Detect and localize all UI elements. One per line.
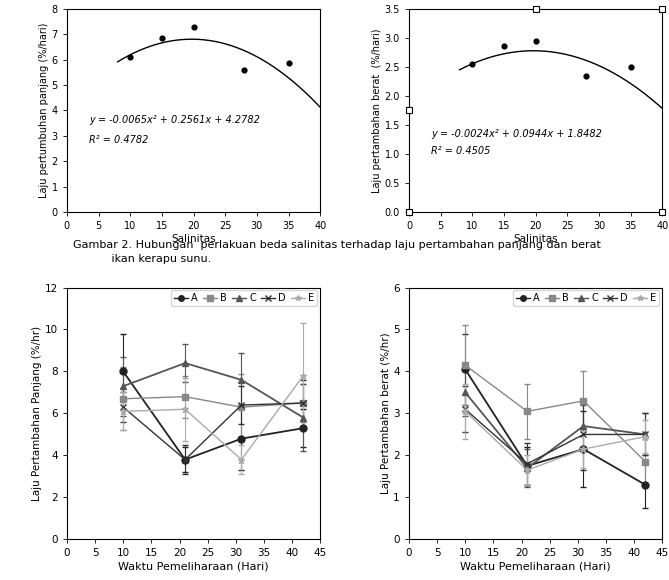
Y-axis label: Laju Pertambahan berat (%/hr): Laju Pertambahan berat (%/hr) (381, 333, 391, 494)
Point (626, 62, 636, 71)
Text: R² = 0.4782: R² = 0.4782 (89, 136, 149, 146)
Legend: A, B, C, D, E: A, B, C, D, E (171, 291, 317, 306)
Point (188, 22, 199, 31)
Text: R² = 0.4505: R² = 0.4505 (431, 146, 490, 156)
Text: y = -0.0065x² + 0.2561x + 4.2782: y = -0.0065x² + 0.2561x + 4.2782 (89, 115, 260, 125)
Point (239, 65, 250, 74)
X-axis label: Salinitas: Salinitas (171, 234, 216, 244)
Point (498, 42, 509, 51)
Y-axis label: Laju pertambahan berat  (%/hari): Laju pertambahan berat (%/hari) (372, 28, 381, 193)
Point (581, 71, 591, 80)
Y-axis label: Laju pertumbuhan panjang (%/hari): Laju pertumbuhan panjang (%/hari) (39, 23, 49, 198)
Y-axis label: Laju Pertambahan Panjang (%/hr): Laju Pertambahan Panjang (%/hr) (32, 326, 42, 501)
Text: Gambar 2. Hubungan  perlakuan beda salinitas terhadap laju pertambahan panjang d: Gambar 2. Hubungan perlakuan beda salini… (73, 240, 601, 263)
Point (531, 36, 541, 45)
Text: y = -0.0024x² + 0.0944x + 1.8482: y = -0.0024x² + 0.0944x + 1.8482 (431, 129, 602, 139)
X-axis label: Salinitas: Salinitas (513, 234, 558, 244)
Point (157, 33, 167, 42)
Point (467, 59, 478, 68)
Legend: A, B, C, D, E: A, B, C, D, E (512, 291, 660, 306)
Point (125, 52, 136, 61)
X-axis label: Waktu Pemeliharaan (Hari): Waktu Pemeliharaan (Hari) (118, 561, 269, 571)
Point (283, 59, 294, 68)
X-axis label: Waktu Pemeliharaan (Hari): Waktu Pemeliharaan (Hari) (460, 561, 611, 571)
